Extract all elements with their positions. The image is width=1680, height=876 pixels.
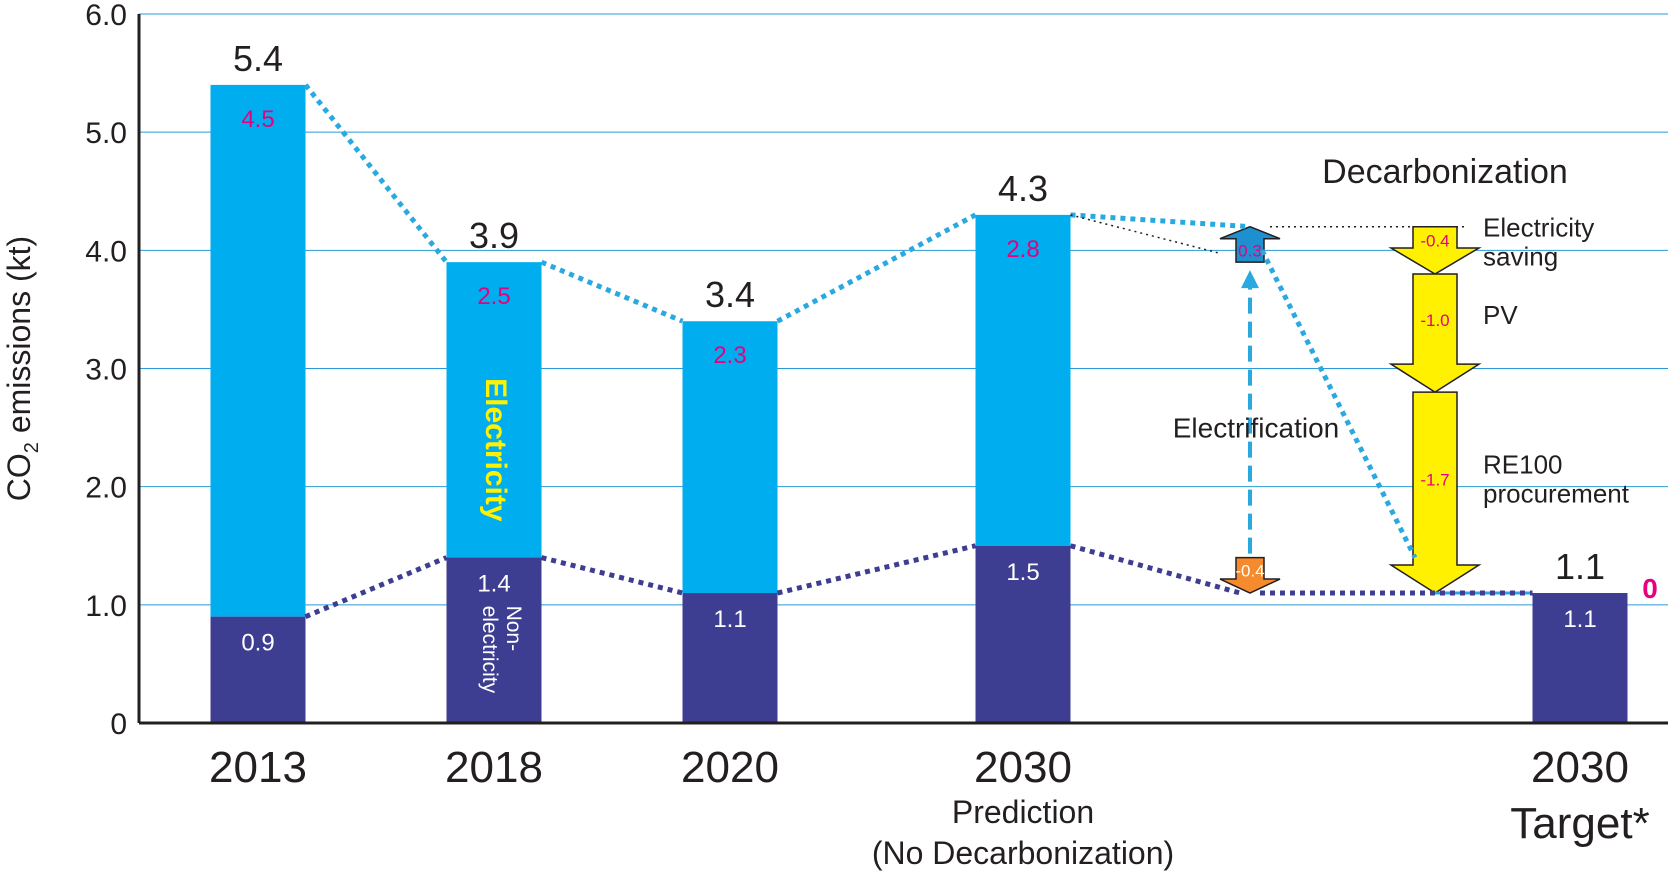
bar-total-label: 1.1 [1555,546,1605,587]
decarbonization-value-label: -1.0 [1420,311,1449,330]
decarbonization-step-label: procurement [1483,479,1630,509]
bar-total-label: 3.4 [705,274,755,315]
x-tick-label: 2013 [209,743,307,792]
electrification-down-arrow [1219,556,1281,594]
non-electricity-connector-line [776,543,977,596]
x-tick-label: 2020 [681,743,779,792]
bar-non-electricity [446,557,542,723]
total-connector-line [303,83,449,264]
bar-electricity-value-label: 2.8 [1006,236,1039,263]
x-tick-label: 2030 [974,743,1072,792]
non-electricity-series-label: electricity [478,606,501,694]
electrification-dashed-arrowhead [1241,270,1259,289]
y-axis-label-part: CO [1,453,37,501]
non-electricity-connector-line [304,555,448,619]
bar-total-label: 4.3 [998,168,1048,209]
bar-non-electricity [210,616,306,723]
y-axis-label-part: emissions (kt) [1,236,37,442]
decarbonization-value-label: -1.7 [1420,471,1449,490]
bar-non-electricity-value-label: 1.1 [713,606,746,633]
decarbonization-arrow [1388,225,1482,275]
y-tick-label: 1.0 [85,590,127,623]
electrification-down-value-label: -0.4 [1235,562,1264,581]
y-tick-label: 6.0 [85,0,127,32]
x-tick-label: 2018 [445,743,543,792]
bar-non-electricity [1532,593,1628,723]
bar-electricity-value-label: 2.3 [713,342,746,369]
x-tick-label: 2030 [1531,743,1629,792]
x-sublabel: Prediction [952,794,1094,830]
bar-electricity-value-label: 4.5 [241,106,274,133]
bar-non-electricity-value-label: 1.5 [1006,559,1039,586]
electrification-to-target-line [1259,249,1418,559]
bar-electricity [682,321,778,594]
y-tick-label: 5.0 [85,117,127,150]
decarbonization-arrow [1388,273,1482,394]
x-sublabel: (No Decarbonization) [872,835,1174,871]
decarbonization-step-label: RE100 [1483,450,1563,480]
electrification-label: Electrification [1173,413,1340,444]
decarbonization-step-label: saving [1483,242,1558,272]
y-axis-label: CO2 emissions (kt) [1,236,43,501]
electrification-up-value-label: 0.3 [1238,242,1262,261]
electricity-series-label: Electricity [479,378,512,522]
decarbonization-value-label: -0.4 [1420,232,1449,251]
bar-electricity [446,262,542,558]
y-tick-label: 0 [110,708,127,741]
decarbonization-title: Decarbonization [1322,153,1568,191]
prediction-to-electrification-line [1070,212,1251,230]
bar-total-label: 5.4 [233,38,283,79]
electrification-up-arrow [1219,225,1281,263]
bar-total-label: 3.9 [469,215,519,256]
bar-non-electricity-value-label: 1.4 [477,571,510,598]
bar-electricity [210,84,306,617]
y-tick-label: 4.0 [85,235,127,268]
bar-non-electricity-value-label: 1.1 [1563,606,1596,633]
y-axis-label-subscript: 2 [21,442,43,453]
y-tick-label: 3.0 [85,354,127,387]
bar-electricity-value-label: 2.5 [477,283,510,310]
bar-electricity [975,214,1071,546]
prediction-dotted-guide [1070,214,1221,255]
non-electricity-series-label: Non- [502,606,525,652]
decarbonization-step-label: PV [1483,300,1518,330]
bar-non-electricity-value-label: 0.9 [241,630,274,657]
bar-non-electricity [975,545,1071,723]
total-connector-line [540,259,684,324]
decarbonization-step-label: Electricity [1483,213,1594,243]
non-electricity-connector-line [540,555,684,596]
bar-non-electricity [682,593,778,723]
total-connector-line [776,212,977,324]
target-electricity-zero-label: 0 [1642,573,1658,604]
y-tick-label: 2.0 [85,472,127,505]
prediction-non-electricity-connector [1069,543,1241,596]
decarbonization-arrow [1388,391,1482,594]
x-sublabel: Target* [1510,799,1649,848]
